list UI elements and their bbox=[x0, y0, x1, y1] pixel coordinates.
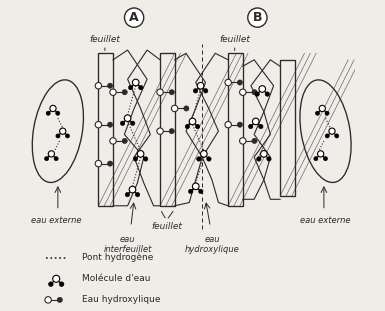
Circle shape bbox=[329, 128, 335, 134]
Circle shape bbox=[136, 193, 140, 197]
Circle shape bbox=[95, 122, 102, 128]
Circle shape bbox=[199, 189, 203, 194]
Circle shape bbox=[169, 128, 174, 134]
Text: Eau hydroxylique: Eau hydroxylique bbox=[82, 295, 161, 304]
Circle shape bbox=[157, 89, 163, 95]
Circle shape bbox=[59, 282, 64, 286]
Circle shape bbox=[107, 83, 113, 88]
Circle shape bbox=[46, 111, 50, 115]
Text: Pont hydrogène: Pont hydrogène bbox=[82, 253, 154, 262]
Circle shape bbox=[252, 90, 257, 95]
Text: feuillet: feuillet bbox=[89, 35, 121, 44]
Circle shape bbox=[50, 105, 56, 112]
Circle shape bbox=[131, 121, 135, 125]
Circle shape bbox=[225, 79, 231, 86]
Text: B: B bbox=[253, 11, 262, 24]
Circle shape bbox=[45, 297, 51, 303]
Circle shape bbox=[48, 151, 55, 157]
Circle shape bbox=[132, 79, 139, 86]
Circle shape bbox=[192, 183, 199, 190]
Circle shape bbox=[318, 151, 324, 157]
Circle shape bbox=[95, 160, 102, 167]
Circle shape bbox=[107, 122, 113, 127]
Circle shape bbox=[255, 92, 259, 96]
Circle shape bbox=[325, 111, 329, 115]
Circle shape bbox=[184, 106, 189, 111]
Circle shape bbox=[144, 157, 148, 161]
Circle shape bbox=[335, 134, 339, 138]
Circle shape bbox=[195, 124, 200, 129]
Circle shape bbox=[261, 151, 267, 157]
Circle shape bbox=[60, 128, 66, 134]
Circle shape bbox=[129, 85, 133, 90]
Circle shape bbox=[248, 124, 253, 129]
Circle shape bbox=[189, 189, 193, 194]
Circle shape bbox=[107, 161, 113, 166]
Circle shape bbox=[237, 122, 243, 127]
Circle shape bbox=[193, 89, 198, 93]
Circle shape bbox=[45, 156, 49, 161]
Circle shape bbox=[139, 85, 143, 90]
Circle shape bbox=[315, 111, 320, 115]
Circle shape bbox=[133, 157, 138, 161]
Circle shape bbox=[65, 134, 70, 138]
Circle shape bbox=[56, 111, 60, 115]
Circle shape bbox=[157, 128, 163, 134]
Text: A: A bbox=[129, 11, 139, 24]
Circle shape bbox=[259, 86, 266, 92]
Circle shape bbox=[237, 80, 243, 85]
Circle shape bbox=[171, 105, 178, 112]
Circle shape bbox=[129, 186, 136, 193]
Circle shape bbox=[204, 89, 208, 93]
Circle shape bbox=[323, 156, 328, 161]
Circle shape bbox=[121, 121, 125, 125]
Circle shape bbox=[125, 193, 130, 197]
Circle shape bbox=[56, 134, 60, 138]
Circle shape bbox=[201, 151, 207, 157]
Text: eau
interfeuillet: eau interfeuillet bbox=[104, 235, 152, 254]
Circle shape bbox=[110, 138, 116, 144]
Circle shape bbox=[314, 156, 318, 161]
Circle shape bbox=[256, 157, 261, 161]
Circle shape bbox=[259, 124, 263, 129]
Circle shape bbox=[49, 282, 53, 286]
Circle shape bbox=[122, 90, 127, 95]
Circle shape bbox=[95, 82, 102, 89]
Circle shape bbox=[252, 138, 257, 144]
Text: feuillet: feuillet bbox=[219, 35, 250, 44]
Circle shape bbox=[189, 118, 196, 125]
Text: Molécule d'eau: Molécule d'eau bbox=[82, 274, 151, 283]
Circle shape bbox=[207, 157, 211, 161]
Circle shape bbox=[54, 156, 58, 161]
Circle shape bbox=[265, 92, 270, 96]
Text: feuillet: feuillet bbox=[151, 222, 182, 231]
Circle shape bbox=[122, 138, 127, 144]
Circle shape bbox=[185, 124, 190, 129]
Circle shape bbox=[57, 297, 62, 303]
Circle shape bbox=[197, 82, 204, 89]
Circle shape bbox=[197, 157, 201, 161]
Circle shape bbox=[239, 89, 246, 95]
Text: eau
hydroxylique: eau hydroxylique bbox=[184, 235, 239, 254]
Circle shape bbox=[124, 115, 131, 122]
Circle shape bbox=[110, 89, 116, 95]
Circle shape bbox=[239, 138, 246, 144]
Text: eau externe: eau externe bbox=[31, 216, 82, 225]
Circle shape bbox=[53, 275, 60, 282]
Text: eau externe: eau externe bbox=[300, 216, 351, 225]
Circle shape bbox=[253, 118, 259, 125]
Circle shape bbox=[319, 105, 325, 112]
Circle shape bbox=[225, 122, 231, 128]
Circle shape bbox=[169, 90, 174, 95]
Circle shape bbox=[137, 151, 144, 157]
Circle shape bbox=[267, 157, 271, 161]
Circle shape bbox=[325, 134, 329, 138]
